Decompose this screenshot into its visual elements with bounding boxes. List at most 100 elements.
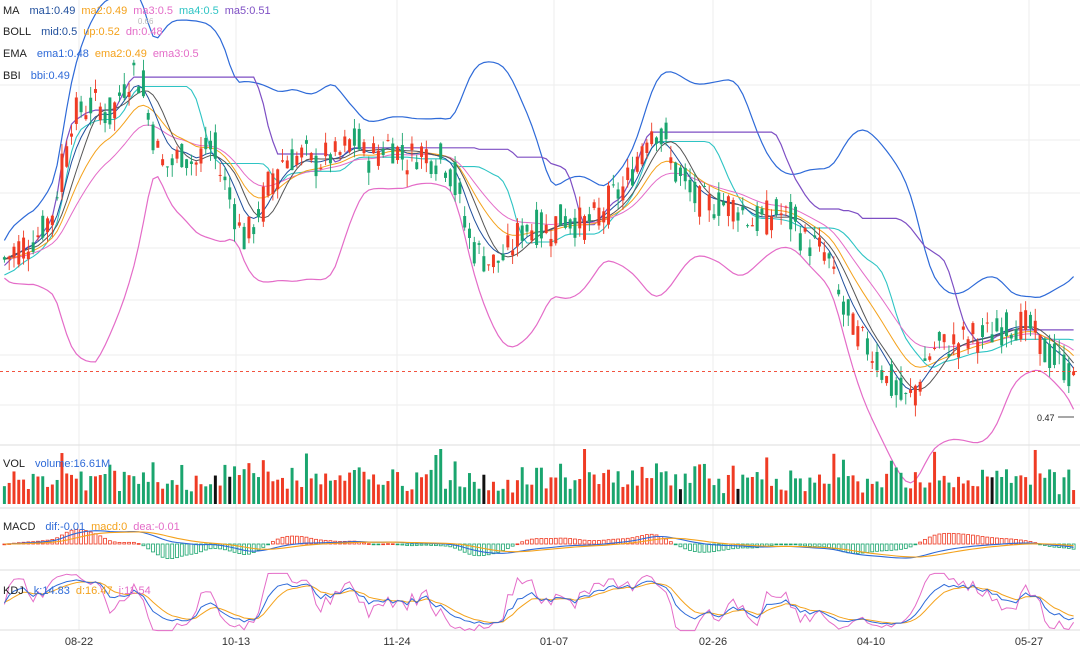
price-panel[interactable] bbox=[2, 0, 1076, 484]
macd-histogram-bar bbox=[716, 543, 721, 552]
volume-bar bbox=[899, 472, 903, 504]
macd-histogram-bar bbox=[122, 542, 127, 545]
candle-body bbox=[372, 143, 376, 154]
volume-bar bbox=[827, 483, 831, 504]
macd-histogram-bar bbox=[194, 543, 199, 554]
macd-histogram-bar bbox=[841, 543, 846, 553]
candle-body bbox=[12, 246, 16, 258]
volume-bar bbox=[856, 481, 860, 504]
volume-bar bbox=[257, 477, 260, 504]
candle-body bbox=[947, 353, 951, 357]
candle-body bbox=[439, 143, 443, 160]
x-tick-label: 05-27 bbox=[1014, 636, 1044, 648]
ema1-value: ema1:0.48 bbox=[36, 48, 89, 60]
k-value: k:14.83 bbox=[33, 585, 70, 597]
candle-body bbox=[535, 209, 539, 245]
candle-body bbox=[319, 168, 323, 170]
macd-histogram-bar bbox=[927, 536, 932, 545]
macd-histogram-bar bbox=[956, 533, 961, 545]
candle-body bbox=[937, 332, 941, 341]
candle-body bbox=[736, 212, 740, 221]
candle-body bbox=[357, 128, 361, 150]
volume-panel[interactable] bbox=[2, 449, 1076, 504]
candle-body bbox=[659, 128, 663, 145]
volume-bar bbox=[290, 467, 294, 504]
volume-bar bbox=[357, 467, 361, 504]
candle-body bbox=[444, 172, 447, 178]
macd-histogram-bar bbox=[788, 543, 793, 546]
macd-histogram-bar bbox=[951, 533, 956, 545]
macd-histogram-bar bbox=[1009, 538, 1014, 545]
macd-histogram-bar bbox=[903, 543, 908, 549]
macd-histogram-bar bbox=[769, 543, 774, 546]
candle-body bbox=[813, 235, 817, 238]
macd-histogram-bar bbox=[923, 538, 927, 545]
candle-body bbox=[161, 159, 165, 166]
macd-histogram-bar bbox=[414, 543, 419, 546]
macd-histogram-bar bbox=[563, 537, 568, 545]
candle-body bbox=[434, 165, 438, 175]
volume-bar bbox=[400, 485, 404, 504]
candle-body bbox=[544, 224, 548, 234]
volume-bar bbox=[70, 474, 74, 504]
candle-body bbox=[415, 162, 419, 170]
macd-histogram-bar bbox=[155, 543, 160, 556]
volume-bar bbox=[995, 470, 999, 504]
volume-bar bbox=[990, 477, 994, 504]
macd-legend: MACD dif:-0.01 macd:0 dea:-0.01 bbox=[3, 520, 186, 534]
volume-bar bbox=[213, 475, 217, 504]
volume-bar bbox=[909, 488, 913, 504]
candle-body bbox=[674, 162, 678, 182]
macd-histogram-bar bbox=[644, 534, 649, 545]
volume-bar bbox=[415, 472, 419, 504]
volume-bar bbox=[381, 484, 385, 504]
candle-body bbox=[1014, 329, 1018, 341]
volume-bar bbox=[247, 463, 251, 504]
ema2-value: ema2:0.49 bbox=[94, 48, 147, 60]
volume-bar bbox=[122, 471, 126, 504]
candle-body bbox=[602, 211, 606, 223]
volume-bar bbox=[952, 487, 956, 504]
volume-bar bbox=[971, 485, 975, 504]
macd-histogram-bar bbox=[381, 543, 386, 546]
volume-bar bbox=[113, 470, 117, 504]
macd-histogram-bar bbox=[702, 543, 707, 553]
kdj-panel[interactable] bbox=[3, 572, 1075, 632]
candle-body bbox=[765, 200, 769, 235]
volume-bar bbox=[597, 484, 601, 504]
volume-bar bbox=[726, 474, 730, 504]
candle-body bbox=[261, 186, 265, 222]
macd-histogram-bar bbox=[1071, 543, 1076, 550]
macd-histogram-bar bbox=[827, 543, 831, 548]
dif-line bbox=[4, 530, 1074, 559]
volume-bar bbox=[611, 482, 615, 504]
candle-body bbox=[156, 140, 160, 148]
volume-bar bbox=[12, 471, 16, 504]
macd-panel[interactable] bbox=[2, 529, 1076, 559]
volume-bar bbox=[36, 476, 40, 504]
volume-bar bbox=[1009, 482, 1013, 504]
candle-body bbox=[1043, 338, 1047, 363]
macd-histogram-bar bbox=[60, 534, 64, 545]
candle-body bbox=[990, 334, 994, 343]
macd-histogram-bar bbox=[879, 543, 884, 552]
volume-bar bbox=[185, 489, 189, 504]
candle-body bbox=[928, 356, 932, 360]
volume-bar bbox=[304, 453, 308, 504]
candle-body bbox=[108, 97, 112, 125]
volume-bar bbox=[228, 476, 232, 504]
volume-bar bbox=[156, 482, 160, 504]
macd-histogram-bar bbox=[683, 543, 688, 550]
volume-bar bbox=[189, 491, 193, 504]
volume-bar bbox=[535, 467, 539, 504]
macd-histogram-bar bbox=[659, 536, 664, 545]
macd-histogram-bar bbox=[889, 543, 894, 551]
volume-bar bbox=[467, 473, 471, 504]
macd-histogram-bar bbox=[74, 529, 79, 545]
candle-body bbox=[472, 242, 476, 264]
volume-bar bbox=[698, 464, 702, 504]
volume-bar bbox=[223, 464, 227, 504]
candle-body bbox=[520, 225, 524, 241]
ma1-value: ma1:0.49 bbox=[29, 5, 76, 17]
